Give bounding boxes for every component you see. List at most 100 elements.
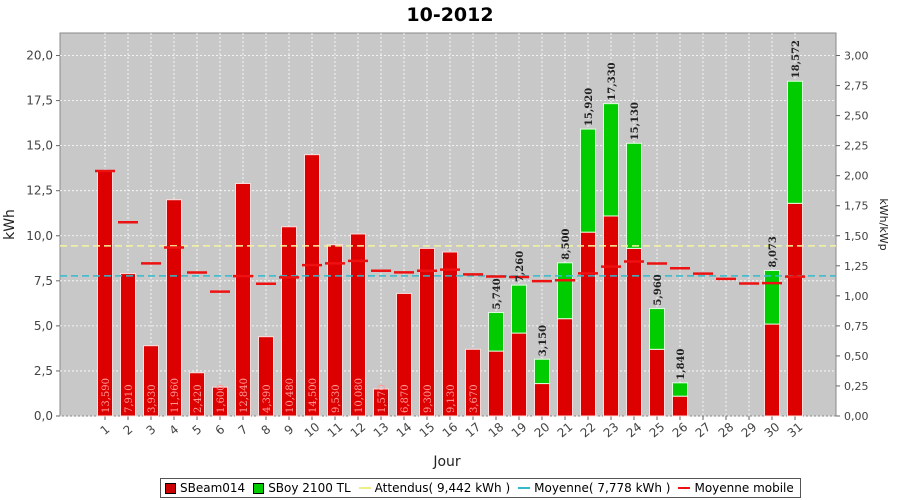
bar-sbeam [396,292,412,417]
bar-total-label: 5,740 [492,278,503,309]
y2-tick-label: 2,50 [844,110,869,123]
bar-sbeam [787,202,803,417]
x-tick-label: 7 [236,422,251,438]
bar-sboy [787,80,803,204]
bar-data-label: 6,870 [400,384,411,413]
bar-sbeam [327,244,343,417]
bar-sbeam [120,273,136,417]
x-tick-label: 18 [486,420,507,441]
y2-tick-label: 0,75 [844,320,869,333]
bar-sboy [511,284,527,334]
bar-data-label: 4,390 [262,384,273,413]
bar-total-label: 1,840 [676,348,687,379]
bar-sboy [672,382,688,397]
y-tick-label: 20,0 [26,49,53,63]
x-tick-label: 5 [190,422,205,438]
bar-data-label: 3,670 [469,384,480,413]
bar-sboy [649,308,665,350]
legend-item-sbeam: SBeam014 [165,481,245,495]
bar-data-label: 9,300 [423,384,434,413]
bar-sbeam [419,247,435,417]
x-tick-label: 24 [624,420,645,441]
bar-sbeam [212,386,228,417]
bar-sboy [557,262,573,320]
y-axis-title: kWh [2,209,18,240]
bar-sbeam [580,231,596,417]
bar-data-label: 7,910 [124,384,135,413]
y-tick-label: 17,5 [26,94,53,108]
bar-sbeam [672,395,688,417]
x-tick-label: 12 [348,420,369,441]
x-tick-label: 25 [647,420,668,441]
y-tick-label: 7,5 [34,274,53,288]
bar-total-label: 17,330 [607,62,618,100]
bar-sbeam [488,350,504,417]
x-tick-label: 15 [417,420,438,441]
bar-sboy [764,269,780,325]
bar-data-label: 2,420 [193,384,204,413]
x-tick-label: 14 [394,420,415,441]
bar-data-label: 9,130 [446,384,457,413]
x-tick-label: 6 [213,422,228,438]
bar-sbeam [281,226,297,417]
bar-sbeam [166,199,182,417]
bar-sboy [534,358,550,385]
x-axis-title: Jour [432,454,461,470]
x-tick-label: 30 [762,420,783,441]
x-tick-label: 26 [670,420,691,441]
bar-total-label: 8,500 [561,228,572,259]
bar-total-label: 3,150 [538,325,549,356]
bar-sbeam [465,348,481,417]
bar-sboy [488,312,504,352]
y2-tick-label: 2,75 [844,80,869,93]
legend-label-mobile: Moyenne mobile [694,481,794,495]
bar-data-label: 10,080 [354,378,365,413]
bar-data-label: 13,590 [101,378,112,413]
legend: SBeam014 SBoy 2100 TL Attendus( 9,442 kW… [160,478,801,498]
y-tick-label: 0,0 [34,409,53,423]
legend-label-attendus: Attendus( 9,442 kWh ) [374,481,511,495]
y2-tick-label: 0,00 [844,410,869,423]
y2-tick-label: 0,25 [844,380,869,393]
bar-data-label: 12,840 [239,378,250,413]
bar-sbeam [235,182,251,417]
bar-total-label: 8,073 [768,236,779,267]
x-tick-label: 21 [555,420,576,441]
bar-sbeam [189,372,205,417]
x-tick-label: 20 [532,420,553,441]
y2-tick-label: 0,50 [844,350,869,363]
bar-sbeam [304,154,320,417]
x-tick-label: 4 [167,422,182,438]
legend-label-sbeam: SBeam014 [180,481,246,495]
y2-axis-title: kWh/kWp [877,198,890,250]
chart-canvas: 0,0 2,5 5,0 7,5 10,0 12,5 15,0 17,5 20,0 0,00 0,25… [2,32,890,470]
legend-label-sboy: SBoy 2100 TL [268,481,351,495]
bar-total-label: 15,920 [584,88,595,126]
x-tick-label: 27 [693,420,714,441]
bar-sbeam [143,345,159,417]
legend-label-moyenne: Moyenne( 7,778 kWh ) [534,481,671,495]
x-tick-label: 10 [302,420,323,441]
x-tick-label: 11 [325,420,346,441]
bar-total-label: 5,960 [653,274,664,305]
legend-item-moyenne: Moyenne( 7,778 kWh ) [518,481,670,495]
bar-data-label: 9,530 [331,384,342,413]
x-tick-label: 9 [282,422,297,438]
bar-sbeam [373,388,389,417]
y-tick-label: 12,5 [26,184,53,198]
y-tick-label: 2,5 [34,364,53,378]
bar-sboy [580,128,596,233]
bar-total-label: 7,260 [515,251,526,282]
y-tick-label: 10,0 [26,229,53,243]
y2-tick-label: 1,50 [844,230,869,243]
x-tick-label: 13 [371,420,392,441]
y2-tick-label: 1,25 [844,260,869,273]
x-tick-label: 31 [785,420,806,441]
legend-item-mobile: Moyenne mobile [678,481,794,495]
legend-swatch-mobile [678,487,691,489]
x-tick-label: 23 [601,420,622,441]
bar-total-label: 18,572 [791,40,802,78]
bar-data-label: 1,600 [216,384,227,413]
bar-sbeam [649,348,665,417]
y2-tick-label: 2,00 [844,170,869,183]
